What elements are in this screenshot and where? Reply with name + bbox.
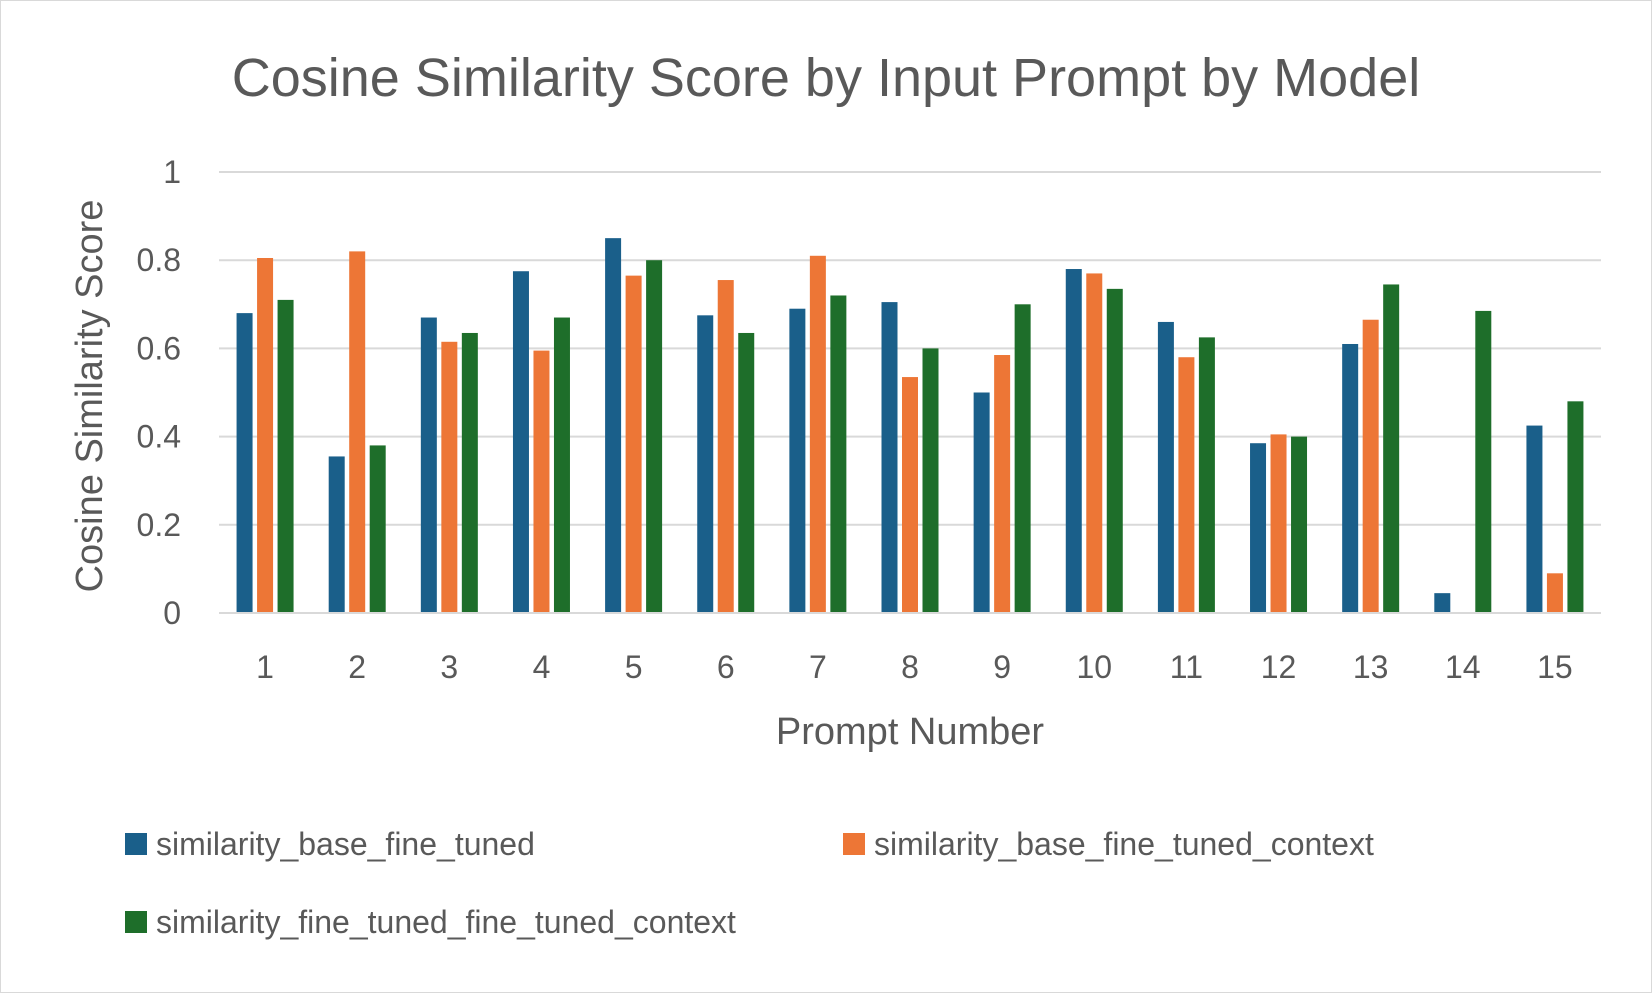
bar (1106, 288, 1123, 613)
bar (1526, 425, 1543, 613)
chart-title: Cosine Similarity Score by Input Prompt … (232, 48, 1420, 108)
bar (697, 315, 714, 613)
bar (441, 341, 458, 613)
x-tick-label: 11 (1170, 649, 1203, 685)
y-tick-label: 1 (163, 154, 181, 190)
bar (1250, 443, 1267, 613)
legend-item: similarity_base_fine_tuned (125, 826, 535, 862)
x-axis-title: Prompt Number (776, 711, 1045, 753)
legend-label: similarity_base_fine_tuned (156, 826, 535, 862)
legend: similarity_base_fine_tuned similarity_bas… (125, 826, 1374, 940)
bar (1270, 434, 1287, 613)
x-tick-label: 15 (1537, 649, 1573, 685)
y-axis-title: Cosine Similarity Score (69, 200, 111, 593)
x-axis-ticks: 1 2 3 4 5 6 7 8 9 10 11 12 13 14 15 (256, 649, 1573, 685)
bar (809, 255, 826, 614)
bar (1157, 321, 1174, 613)
legend-label: similarity_base_fine_tuned_context (874, 826, 1374, 862)
bars (236, 238, 1584, 614)
x-tick-label: 13 (1353, 649, 1389, 685)
bar (553, 317, 570, 613)
bar (1434, 593, 1451, 613)
bar (717, 280, 734, 613)
x-tick-label: 9 (993, 649, 1011, 685)
bar (1362, 319, 1379, 613)
bar (1014, 304, 1031, 613)
bar (257, 257, 274, 613)
legend-swatch (125, 911, 147, 933)
bar (902, 377, 918, 613)
bar (646, 260, 663, 613)
x-tick-label: 1 (256, 649, 274, 685)
x-tick-label: 6 (717, 649, 735, 685)
legend-item: similarity_fine_tuned_fine_tuned_context (125, 904, 736, 940)
bar (1086, 273, 1103, 613)
bar (830, 295, 847, 613)
bar (973, 392, 990, 613)
legend-swatch (843, 833, 865, 855)
bar (349, 251, 366, 613)
x-tick-label: 5 (625, 649, 643, 685)
bar (1342, 343, 1359, 613)
legend-item: similarity_base_fine_tuned_context (843, 826, 1374, 862)
y-tick-label: 0 (163, 595, 181, 631)
y-tick-label: 0.8 (137, 242, 181, 278)
bar (461, 332, 478, 613)
bar (1567, 401, 1584, 613)
x-tick-label: 14 (1445, 649, 1481, 685)
x-tick-label: 3 (440, 649, 458, 685)
bar (789, 308, 806, 613)
bar (738, 332, 755, 613)
bar (625, 275, 642, 613)
x-tick-label: 10 (1076, 649, 1112, 685)
x-tick-label: 8 (901, 649, 919, 685)
bar (605, 238, 622, 613)
bar (1178, 357, 1195, 613)
bar (922, 348, 939, 613)
x-tick-label: 7 (809, 649, 827, 685)
x-tick-label: 12 (1261, 649, 1297, 685)
bar (1546, 573, 1563, 613)
bar (369, 445, 386, 613)
bar (236, 313, 253, 613)
bar (277, 299, 294, 613)
bar (420, 317, 437, 613)
bar (328, 456, 345, 613)
bar (533, 350, 550, 613)
bar (994, 355, 1011, 613)
bar (1475, 310, 1492, 613)
legend-swatch (125, 833, 147, 855)
bar (1291, 436, 1308, 613)
x-tick-label: 4 (533, 649, 551, 685)
legend-label: similarity_fine_tuned_fine_tuned_context (156, 904, 736, 940)
bar (1383, 284, 1400, 613)
bar (1198, 337, 1215, 613)
y-tick-label: 0.2 (137, 507, 181, 543)
bar (881, 302, 898, 613)
y-axis-ticks: 0 0.2 0.4 0.6 0.8 1 (137, 154, 181, 631)
bar (512, 271, 529, 613)
x-tick-label: 2 (348, 649, 366, 685)
bar (1065, 269, 1082, 613)
y-tick-label: 0.6 (137, 330, 181, 366)
y-tick-label: 0.4 (137, 419, 181, 455)
